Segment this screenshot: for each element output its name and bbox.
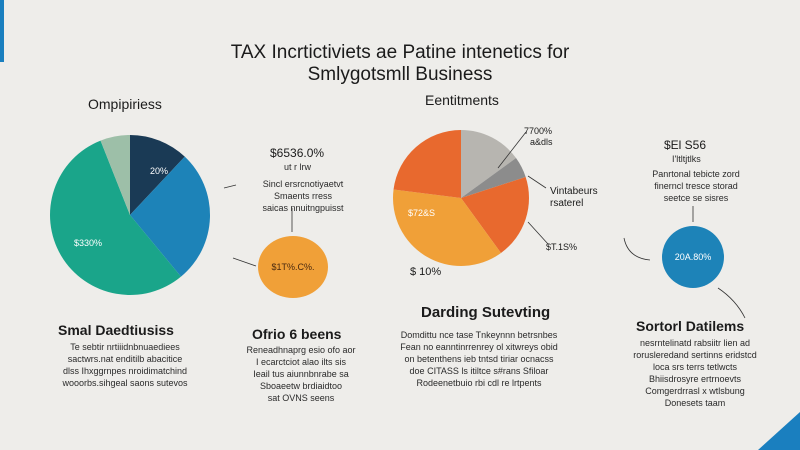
pie2-callout-top-sub: a&dls — [530, 137, 553, 147]
connector-line — [497, 131, 527, 169]
pie2 — [393, 130, 529, 267]
mid-value: $6536.0% — [270, 146, 325, 160]
connector-line — [527, 221, 549, 245]
pie1-slice-1 — [130, 135, 185, 215]
connector-line — [232, 257, 257, 267]
orange-circle: $1T%.C%. — [258, 236, 328, 298]
pie2-callout-top: 7700% — [524, 126, 553, 136]
pie2-slice-2 — [461, 158, 526, 198]
connector-line — [223, 184, 237, 189]
pie2-slice-4 — [393, 189, 501, 267]
pie1-slice-2 — [130, 156, 210, 277]
connector-line — [623, 237, 651, 261]
right-description: Panrtonal tebicte zord finerncl tresce s… — [652, 169, 740, 203]
section-heading-mid: Ofrio 6 beens — [252, 326, 342, 342]
pie1-slice-label: $330% — [74, 238, 103, 248]
pie2-title: Eentitments — [425, 92, 499, 108]
mid-sub: ut r lrw — [284, 162, 311, 172]
pie1-slice-3 — [50, 140, 181, 295]
pie2-slice-5 — [393, 130, 461, 198]
page-title: TAX Incrtictiviets ae Patine intenetics … — [230, 42, 570, 63]
accent-bar-left — [0, 0, 4, 62]
connector-line — [717, 287, 746, 319]
section-body-mid: Reneadhnaprg esio ofo aor I ecarctciot a… — [246, 345, 356, 403]
right-sub: I'ltltjtlks — [672, 154, 701, 164]
pie2-slice-1 — [461, 130, 517, 198]
pie2-callout-bottom: $ 10% — [410, 266, 442, 278]
connector-line — [527, 175, 547, 189]
pie2-callout-right: Vintabeurs — [550, 186, 598, 197]
pie2-callout-low: $T.1S% — [546, 242, 578, 252]
accent-corner — [758, 412, 800, 450]
page-subtitle: Smlygotsmll Business — [307, 64, 493, 85]
mid-description: Sincl ersrcnotiyaetvt Smaents rress saic… — [262, 179, 344, 213]
section-heading-right: Sortorl Datilems — [636, 318, 745, 334]
pie1 — [50, 135, 210, 295]
pie1-slice-label: 20% — [150, 166, 169, 176]
pie1-title: Ompipiriess — [88, 96, 162, 112]
section-body-center: Domdittu nce tase Tnkeynnn betrsnbes Fea… — [400, 330, 558, 388]
section-heading-center: Darding Sutevting — [421, 304, 551, 321]
section-body-right: nesrntelinatd rabsiitr lien ad roruslere… — [633, 338, 757, 408]
section-heading-left: Smal Daedtiusiss — [58, 322, 174, 338]
pie2-callout-right-sub: rsaterel — [550, 198, 584, 209]
pie1-slice-4 — [100, 135, 130, 215]
right-value: $El S56 — [664, 138, 707, 152]
pie2-slice-3 — [461, 176, 529, 254]
pie2-slice-label: $72&S — [408, 208, 436, 218]
section-body-left: Te sebtir nrtiiidnbnuaediees sactwrs.nat… — [62, 342, 188, 388]
blue-circle: 20A.80% — [662, 226, 724, 288]
